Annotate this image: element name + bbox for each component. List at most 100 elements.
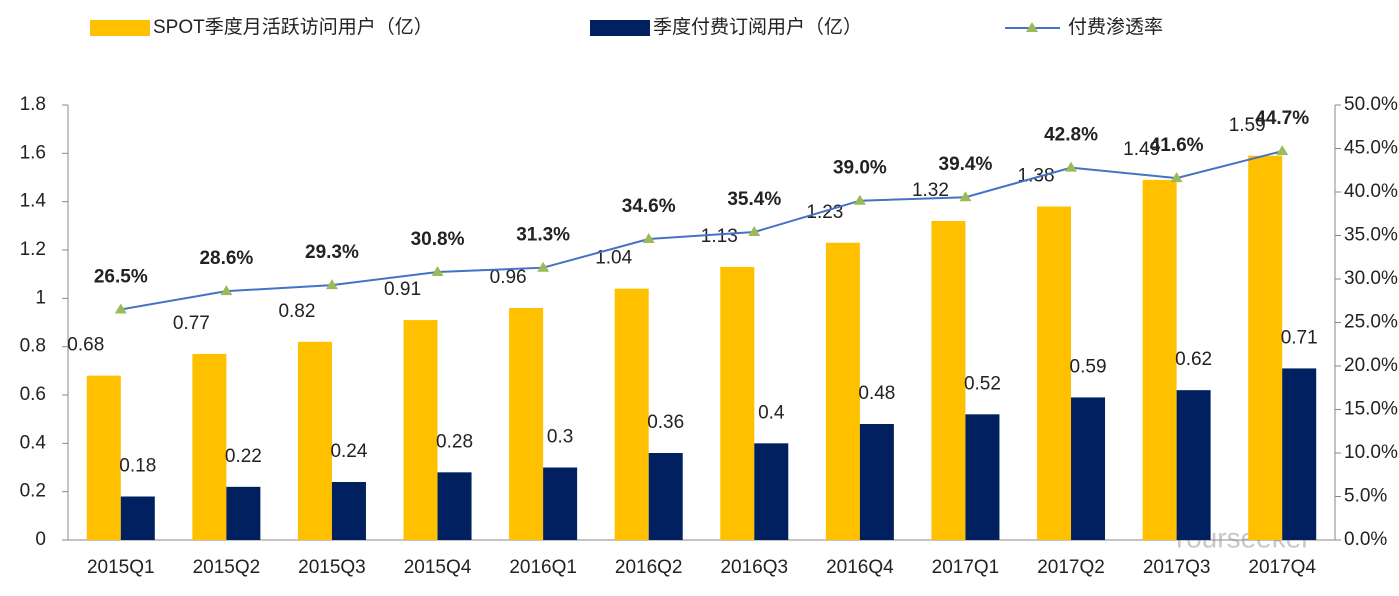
line-value-label: 44.7% (1255, 108, 1309, 129)
bar-value-label: 1.04 (595, 248, 632, 269)
y-tick-label: 0.4 (20, 432, 47, 453)
y2-tick-label: 0.0% (1344, 529, 1387, 550)
bar-value-label: 1.59 (1229, 115, 1266, 136)
bar-value-label: 0.82 (278, 301, 315, 322)
bar-value-label: 0.3 (547, 427, 573, 448)
line-marker (748, 226, 761, 237)
legend-label: SPOT季度月活跃访问用户（亿） (153, 16, 433, 38)
x-tick-label: 2017Q4 (1248, 557, 1316, 578)
line-value-label: 26.5% (94, 266, 148, 287)
line-value-label: 29.3% (305, 242, 359, 263)
y2-tick-label: 30.0% (1344, 268, 1398, 289)
bar (86, 375, 121, 540)
bar (1142, 179, 1177, 540)
bar (509, 308, 544, 540)
y2-tick-label: 10.0% (1344, 442, 1398, 463)
x-tick-label: 2015Q2 (193, 557, 261, 578)
x-tick-label: 2017Q1 (932, 557, 1000, 578)
bar-value-label: 1.13 (701, 226, 738, 247)
bar-value-label: 0.59 (1070, 356, 1107, 377)
y2-tick-label: 15.0% (1344, 399, 1398, 420)
bar (226, 486, 261, 540)
y2-tick-label: 20.0% (1344, 355, 1398, 376)
bar-value-label: 1.23 (806, 202, 843, 223)
line-value-label: 41.6% (1150, 135, 1204, 156)
line-marker (1170, 172, 1183, 183)
bar (120, 496, 155, 540)
y-tick-label: 0 (35, 529, 46, 550)
x-tick-label: 2015Q4 (404, 557, 472, 578)
line-marker (959, 191, 972, 202)
y-tick-label: 1.2 (20, 239, 46, 260)
y2-tick-label: 50.0% (1344, 94, 1398, 115)
legend-label: 季度付费订阅用户（亿） (653, 16, 862, 38)
y-tick-label: 1.4 (20, 191, 47, 212)
bar (825, 242, 860, 540)
bar-value-label: 1.32 (912, 180, 949, 201)
bar (297, 341, 332, 540)
x-tick-label: 2015Q3 (298, 557, 366, 578)
bar-value-label: 0.18 (119, 456, 156, 477)
line (120, 150, 1283, 311)
line-marker (431, 266, 444, 277)
line-value-label: 28.6% (199, 248, 253, 269)
bar (859, 424, 894, 540)
bar (648, 453, 683, 540)
bar (331, 482, 366, 540)
bar (754, 443, 789, 540)
y-tick-label: 0.2 (20, 481, 46, 502)
line-marker (325, 279, 338, 290)
y-tick-label: 1 (35, 287, 46, 308)
y2-tick-label: 25.0% (1344, 312, 1398, 333)
line-marker (853, 194, 866, 205)
x-tick-label: 2015Q1 (87, 557, 155, 578)
line-value-label: 31.3% (516, 225, 570, 246)
bar-value-label: 0.28 (436, 431, 473, 452)
bar-value-label: 0.52 (964, 373, 1001, 394)
bar (543, 467, 578, 540)
bar (192, 353, 227, 540)
line-marker (1276, 145, 1289, 156)
y-tick-label: 1.6 (20, 142, 46, 163)
y-tick-label: 1.8 (20, 94, 46, 115)
bar (720, 266, 755, 540)
line-marker (642, 232, 655, 243)
line-marker (1065, 161, 1078, 172)
bar-value-label: 0.68 (67, 335, 104, 356)
line-value-label: 39.4% (939, 154, 993, 175)
bar-value-label: 1.49 (1123, 139, 1160, 160)
bar-value-label: 0.24 (330, 441, 367, 462)
y2-tick-label: 5.0% (1344, 486, 1387, 507)
x-tick-label: 2016Q2 (615, 557, 683, 578)
line-value-label: 34.6% (622, 196, 676, 217)
bar-value-label: 0.4 (758, 402, 785, 423)
bar (437, 472, 472, 540)
bar (1037, 206, 1072, 540)
bar (1248, 155, 1283, 540)
y-tick-label: 0.6 (20, 384, 46, 405)
x-tick-label: 2017Q2 (1037, 557, 1105, 578)
line-marker (114, 303, 127, 314)
bar (931, 221, 966, 540)
y2-tick-label: 45.0% (1344, 138, 1398, 159)
bar-value-label: 1.38 (1018, 166, 1055, 187)
bar (403, 320, 438, 540)
line-value-label: 39.0% (833, 158, 887, 179)
legend-swatch (590, 20, 650, 36)
y2-tick-label: 40.0% (1344, 181, 1398, 202)
bar-value-label: 0.91 (384, 279, 421, 300)
line-value-label: 35.4% (727, 189, 781, 210)
bar-value-label: 0.22 (225, 446, 262, 467)
bar (1282, 368, 1317, 540)
line-value-label: 42.8% (1044, 125, 1098, 146)
legend-marker (1026, 22, 1038, 32)
bar (614, 288, 649, 540)
x-tick-label: 2016Q4 (826, 557, 894, 578)
y2-tick-label: 35.0% (1344, 225, 1398, 246)
x-tick-label: 2016Q1 (509, 557, 577, 578)
bar-value-label: 0.62 (1175, 349, 1212, 370)
x-tick-label: 2016Q3 (720, 557, 788, 578)
bar (1176, 390, 1211, 540)
x-tick-label: 2017Q3 (1143, 557, 1211, 578)
